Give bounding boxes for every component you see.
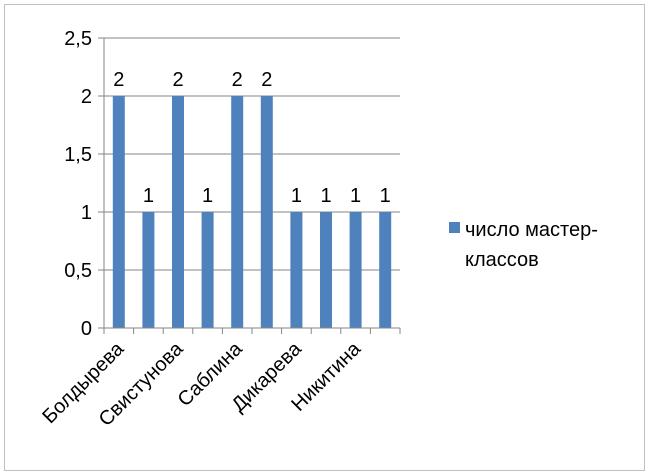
bar xyxy=(349,212,362,328)
y-tick-label: 1,5 xyxy=(64,144,92,166)
legend: число мастер- классов xyxy=(449,219,598,271)
legend-swatch xyxy=(449,222,460,233)
bar xyxy=(290,212,303,328)
y-tick-label: 0 xyxy=(81,318,92,340)
bar xyxy=(142,212,155,328)
data-label: 2 xyxy=(232,69,243,91)
legend-label-line2: классов xyxy=(465,249,539,271)
y-tick-label: 0,5 xyxy=(64,260,92,282)
bar xyxy=(379,212,392,328)
data-label: 1 xyxy=(350,185,361,207)
y-tick-label: 2,5 xyxy=(64,28,92,50)
data-label: 1 xyxy=(320,185,331,207)
data-label: 1 xyxy=(202,185,213,207)
x-axis: БолдыреваСвистуноваСаблинаДикареваНикити… xyxy=(38,327,401,431)
bar xyxy=(172,96,184,328)
y-axis: 0 0,5 1 1,5 2 2,5 xyxy=(64,28,105,340)
data-label: 1 xyxy=(143,185,154,207)
bar xyxy=(260,96,273,328)
bar xyxy=(112,96,125,328)
bar xyxy=(201,212,214,328)
data-label: 2 xyxy=(113,69,124,91)
y-tick-label: 2 xyxy=(81,86,92,108)
bars xyxy=(112,96,392,328)
data-label: 2 xyxy=(261,69,272,91)
data-label: 1 xyxy=(291,185,302,207)
data-label: 2 xyxy=(172,69,183,91)
y-tick-label: 1 xyxy=(81,202,92,224)
bar xyxy=(231,96,244,328)
data-label: 1 xyxy=(380,185,391,207)
legend-label-line1: число мастер- xyxy=(465,219,598,241)
bar xyxy=(320,212,332,328)
